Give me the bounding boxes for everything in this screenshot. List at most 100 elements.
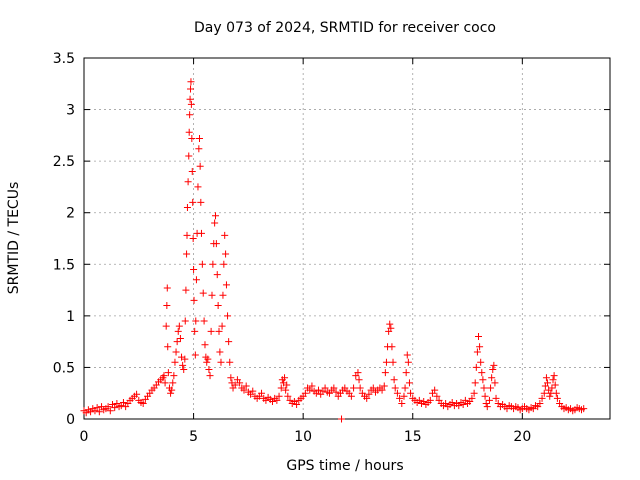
data-point	[355, 376, 363, 384]
data-point	[204, 355, 212, 363]
data-point	[381, 369, 389, 377]
data-point	[173, 338, 181, 346]
data-point	[181, 355, 189, 363]
data-point	[106, 407, 114, 415]
data-point	[459, 401, 467, 409]
data-point	[301, 389, 309, 397]
data-point	[390, 376, 398, 384]
data-point	[338, 415, 346, 423]
data-point	[133, 390, 141, 398]
data-point	[403, 351, 411, 359]
data-point	[407, 389, 415, 397]
data-point	[220, 260, 228, 268]
data-point	[174, 327, 182, 335]
data-point	[350, 384, 358, 392]
data-point	[330, 384, 338, 392]
data-point	[186, 111, 194, 119]
data-point	[396, 394, 404, 402]
data-point	[104, 403, 112, 411]
data-point	[550, 372, 558, 380]
data-point	[200, 317, 208, 325]
data-point	[162, 322, 170, 330]
data-point	[473, 348, 481, 356]
data-point	[175, 322, 183, 330]
x-tick-label: 10	[294, 429, 312, 445]
data-point	[281, 374, 289, 382]
data-point	[386, 320, 394, 328]
data-point	[483, 403, 491, 411]
data-point	[216, 348, 224, 356]
data-point	[160, 372, 168, 380]
data-point	[199, 289, 207, 297]
data-point	[172, 348, 180, 356]
data-point	[480, 384, 488, 392]
data-point	[479, 376, 487, 384]
x-axis-label: GPS time / hours	[286, 458, 403, 474]
data-point	[197, 229, 205, 237]
x-tick-label: 20	[513, 429, 531, 445]
data-point	[203, 358, 211, 366]
data-point	[180, 365, 188, 373]
data-point	[222, 250, 230, 258]
data-point	[544, 379, 552, 387]
data-point	[475, 332, 482, 340]
data-point	[363, 394, 371, 402]
data-point	[225, 338, 233, 346]
data-point	[369, 384, 377, 392]
y-tick-label: 0.5	[53, 360, 75, 376]
data-point	[231, 381, 239, 389]
data-point	[580, 405, 588, 413]
data-point	[391, 384, 399, 392]
data-point	[169, 379, 177, 387]
data-point	[476, 343, 484, 351]
data-point	[258, 389, 266, 397]
data-point	[492, 394, 500, 402]
data-point	[380, 382, 388, 390]
data-point	[549, 376, 557, 384]
data-point	[185, 152, 193, 160]
data-point	[227, 374, 235, 382]
data-point	[315, 386, 323, 394]
data-point	[548, 384, 556, 392]
data-point	[181, 317, 189, 325]
ticks: 0 0.5 1 1.5 2 2.5 3 3.5 0 5 10 15 20	[53, 51, 610, 445]
x-tick-label: 0	[80, 429, 89, 445]
data-point	[183, 204, 191, 212]
data-point	[387, 324, 395, 332]
data-point	[188, 167, 196, 175]
data-point	[226, 358, 234, 366]
data-point	[273, 396, 281, 404]
data-point	[356, 384, 364, 392]
data-point	[332, 388, 340, 396]
data-point	[388, 343, 396, 351]
data-point	[187, 78, 195, 86]
grid	[84, 58, 610, 419]
data-point	[551, 381, 559, 389]
chart-title: Day 073 of 2024, SRMTID for receiver coc…	[194, 20, 496, 36]
data-point	[217, 358, 225, 366]
data-point	[207, 327, 215, 335]
data-point	[471, 379, 479, 387]
data-point	[490, 361, 498, 369]
data-point	[170, 372, 178, 380]
data-point	[426, 396, 434, 404]
data-point	[183, 250, 191, 258]
data-point	[191, 327, 199, 335]
y-tick-label: 3.5	[53, 51, 75, 67]
data-point	[188, 134, 196, 142]
data-point	[222, 281, 230, 289]
data-point	[393, 389, 401, 397]
data-point	[119, 398, 127, 406]
data-point	[213, 271, 221, 279]
data-point	[283, 381, 291, 389]
data-point	[212, 212, 219, 220]
data-point	[214, 302, 222, 310]
data-point	[184, 178, 192, 186]
data-point	[284, 392, 292, 400]
y-tick-label: 2	[66, 206, 75, 222]
y-tick-label: 0	[66, 412, 75, 428]
data-point	[487, 384, 495, 392]
data-point	[308, 382, 316, 390]
data-point	[542, 374, 550, 382]
